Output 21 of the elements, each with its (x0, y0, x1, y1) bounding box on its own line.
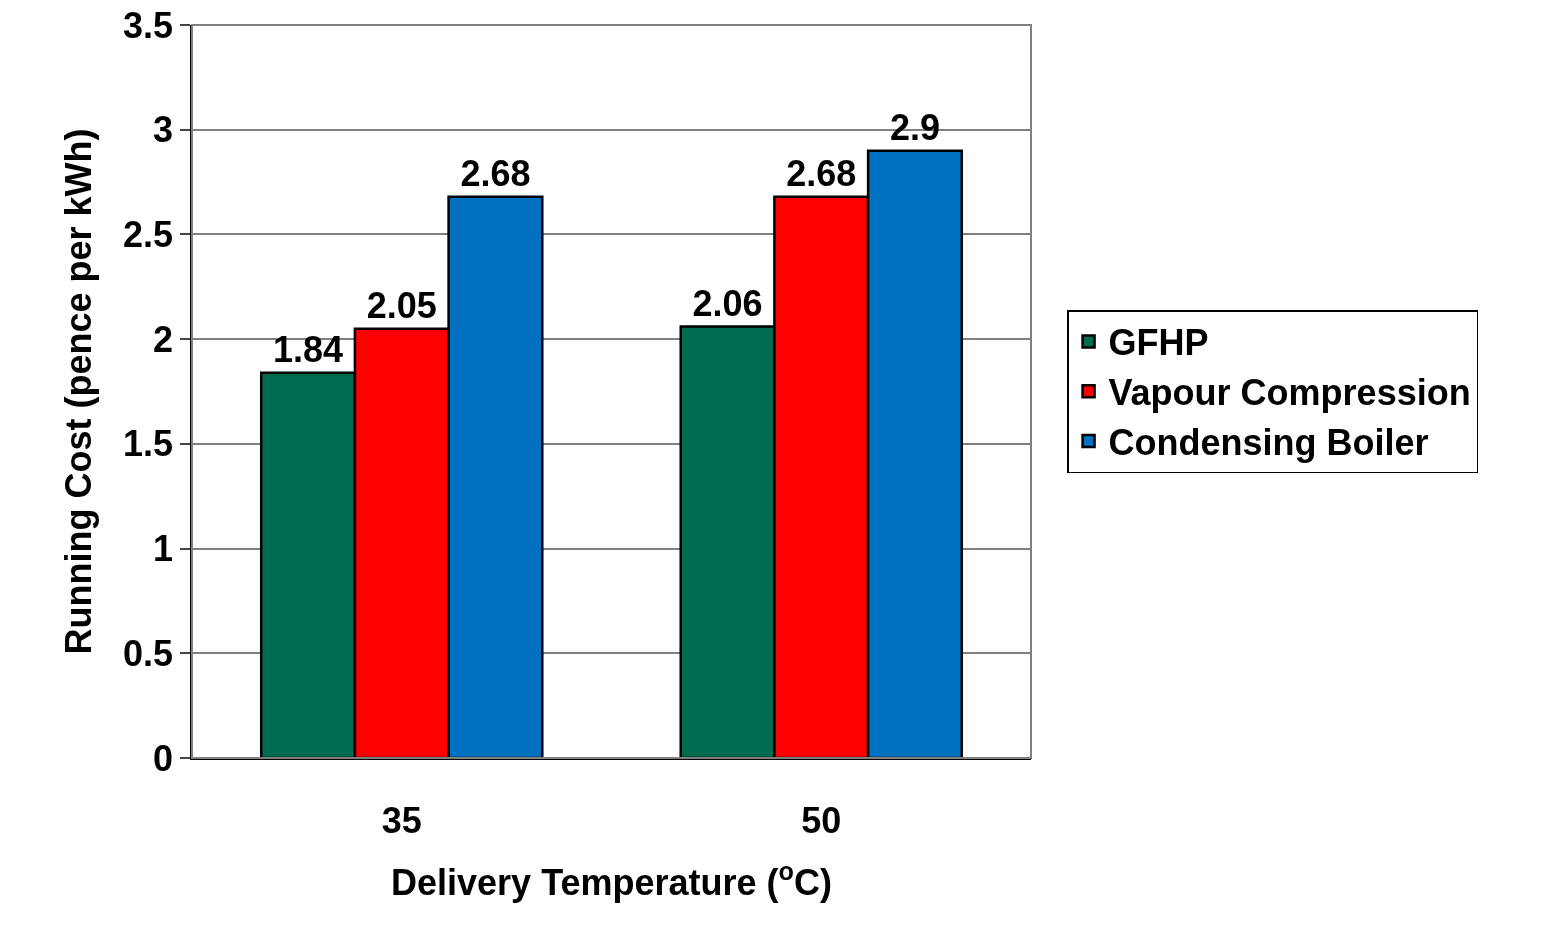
data-label: 2.9 (889, 106, 940, 148)
x-tick-label: 50 (801, 799, 842, 841)
y-tick-label: 3.5 (123, 4, 174, 46)
y-tick-label: 3 (153, 109, 174, 151)
data-label: 2.06 (692, 282, 763, 324)
y-tick-label: 1 (153, 528, 174, 570)
y-tick-label: 0 (153, 737, 174, 779)
data-label: 2.68 (786, 152, 857, 194)
legend-label: Condensing Boiler (1108, 422, 1429, 464)
y-tick-label: 2.5 (123, 214, 174, 256)
legend-label: Vapour Compression (1108, 372, 1471, 414)
data-label: 1.84 (273, 328, 344, 370)
x-tick-label: 35 (381, 799, 422, 841)
y-tick-label: 2 (153, 318, 174, 360)
data-label: 2.05 (366, 284, 437, 326)
y-tick-label: 0.5 (123, 632, 174, 674)
legend-label: GFHP (1108, 322, 1209, 364)
y-axis-title: Running Cost (pence per kWh) (58, 128, 100, 655)
data-label: 2.68 (460, 152, 531, 194)
y-tick-label: 1.5 (123, 423, 174, 465)
x-axis-title: Delivery Temperature ($^{o}$C) (391, 857, 832, 904)
